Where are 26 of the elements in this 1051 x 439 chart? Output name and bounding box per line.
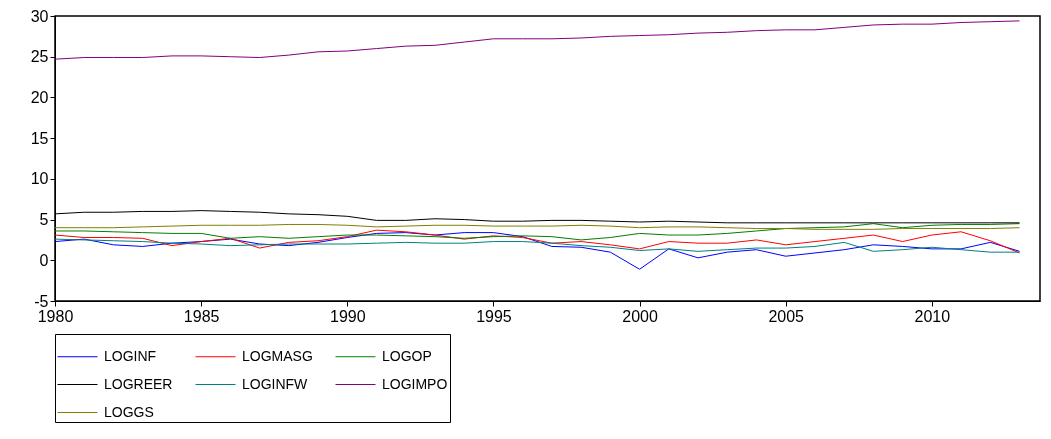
- line-series: [54, 223, 1021, 241]
- legend-label: LOGMASG: [242, 347, 313, 364]
- y-tick-label: 30: [30, 7, 49, 25]
- line-series: [54, 238, 1021, 253]
- line-series: [54, 232, 1021, 270]
- x-tick-label: 1990: [329, 307, 366, 325]
- y-tick-label: 0: [39, 251, 49, 269]
- y-tick-label: 25: [30, 48, 49, 66]
- x-tick-label: 1995: [476, 307, 512, 325]
- legend-label: LOGINFW: [242, 375, 309, 392]
- x-tick-label: 2005: [768, 307, 805, 325]
- x-tick-label: 1985: [183, 307, 220, 325]
- y-tick-label: 20: [30, 88, 49, 106]
- x-tick-label: 2010: [914, 307, 951, 325]
- legend-label: LOGGS: [104, 403, 154, 420]
- x-tick-label: 1980: [37, 307, 74, 325]
- legend-label: LOGREER: [104, 375, 173, 392]
- legend-label: LOGINF: [104, 347, 157, 364]
- line-series: [54, 20, 1021, 60]
- y-tick-label: -5: [34, 292, 49, 310]
- legend-label: LOGOP: [382, 347, 432, 364]
- y-tick-label: 10: [30, 170, 49, 188]
- legend-label: LOGIMPO: [382, 375, 448, 392]
- y-tick-label: 5: [39, 211, 49, 229]
- y-tick-label: 15: [30, 129, 49, 147]
- x-tick-label: 2000: [622, 307, 658, 325]
